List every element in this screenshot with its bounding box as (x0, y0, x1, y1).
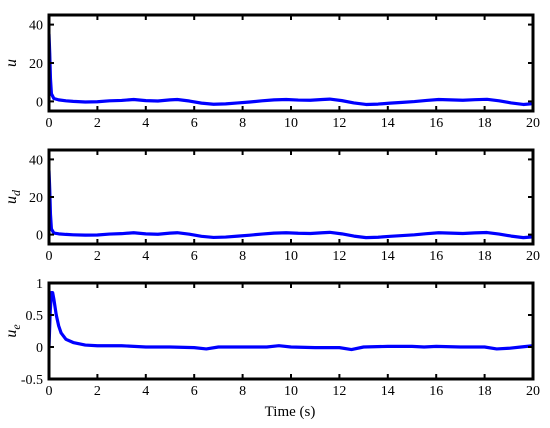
y-axis-label-subscript: e (9, 324, 23, 330)
x-axis-label: Time (s) (265, 404, 316, 420)
axes-box (47, 148, 535, 246)
y-axis-label-main: u (3, 196, 20, 204)
x-tick-label: 12 (332, 249, 346, 264)
axes-box (47, 281, 535, 381)
series-line-1 (49, 291, 533, 352)
y-axis-label-subscript: d (9, 189, 23, 196)
y-tick-label: -0.5 (21, 373, 43, 388)
y-tick-label: 40 (29, 19, 43, 34)
x-tick-label: 10 (284, 249, 298, 264)
y-axis-label-main: u (3, 59, 20, 67)
x-tick-label: 10 (284, 384, 298, 399)
series-line-1 (49, 32, 533, 107)
x-tick-label: 12 (332, 116, 346, 131)
x-tick-label: 18 (478, 249, 492, 264)
x-tick-label: 0 (46, 116, 53, 131)
y-tick-label: 1 (36, 277, 43, 292)
x-tick-label: 2 (94, 249, 101, 264)
x-tick-label: 6 (191, 249, 198, 264)
y-axis-label-main: u (3, 330, 20, 338)
x-tick-label: 16 (429, 384, 443, 399)
chart-panel-2: 0 2 4 6 8 10 12 14 16 18 20 0 20 40 ud (3, 148, 540, 264)
series-line-1 (49, 169, 533, 240)
x-tick-label: 2 (94, 116, 101, 131)
x-tick-label: 12 (332, 384, 346, 399)
x-tick-label: 20 (526, 116, 540, 131)
x-tick-label: 6 (191, 384, 198, 399)
x-tick-label: 20 (526, 249, 540, 264)
x-tick-label: 20 (526, 384, 540, 399)
x-tick-label: 4 (142, 384, 149, 399)
x-tick-label: 14 (381, 116, 395, 131)
x-tick-label: 4 (142, 116, 149, 131)
x-tick-label: 8 (239, 384, 246, 399)
x-tick-label: 14 (381, 249, 395, 264)
x-tick-label: 10 (284, 116, 298, 131)
y-tick-label: 0.5 (26, 309, 44, 324)
y-tick-label: 20 (29, 57, 43, 72)
x-tick-label: 0 (46, 249, 53, 264)
y-axis-label: ue (3, 324, 23, 338)
x-tick-label: 8 (239, 249, 246, 264)
x-tick-label: 18 (478, 384, 492, 399)
x-tick-label: 4 (142, 249, 149, 264)
y-tick-label: 20 (29, 191, 43, 206)
x-tick-label: 18 (478, 116, 492, 131)
chart-panel-1: 0 2 4 6 8 10 12 14 16 18 20 0 20 40 u (3, 13, 540, 131)
x-tick-label: 14 (381, 384, 395, 399)
x-tick-label: 6 (191, 116, 198, 131)
y-axis-label: u (3, 59, 20, 67)
y-tick-label: 0 (36, 229, 43, 244)
x-tick-label: 8 (239, 116, 246, 131)
x-tick-label: 0 (46, 384, 53, 399)
axes-box (47, 13, 535, 113)
y-tick-label: 40 (29, 153, 43, 168)
x-tick-label: 16 (429, 249, 443, 264)
y-tick-label: 0 (36, 341, 43, 356)
x-tick-label: 2 (94, 384, 101, 399)
x-tick-label: 16 (429, 116, 443, 131)
y-axis-label: ud (3, 189, 23, 204)
y-tick-label: 0 (36, 95, 43, 110)
